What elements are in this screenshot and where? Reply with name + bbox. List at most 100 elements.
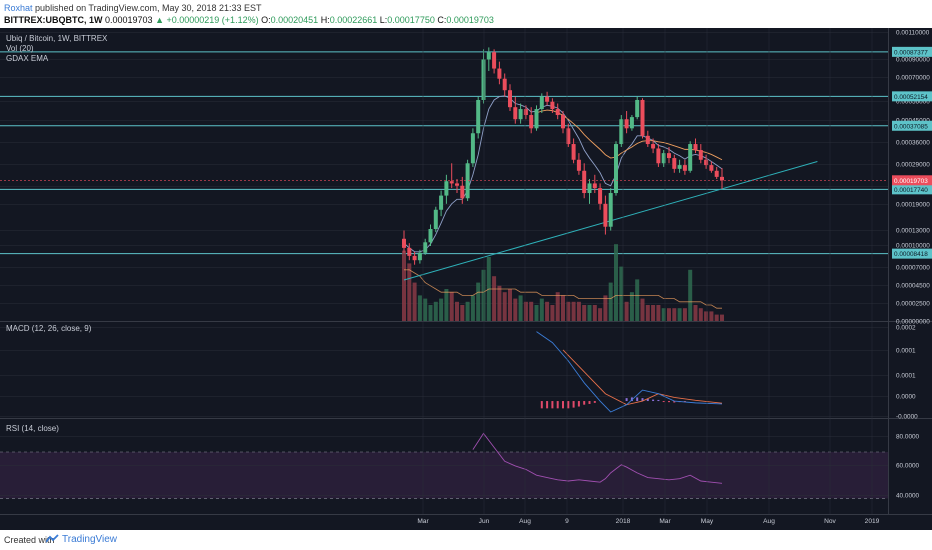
macd-tick-label: 0.0000 bbox=[896, 394, 916, 401]
candle-body[interactable] bbox=[561, 115, 565, 129]
candle-body[interactable] bbox=[449, 181, 454, 184]
candle-body[interactable] bbox=[545, 96, 550, 102]
candle-body[interactable] bbox=[555, 109, 560, 116]
candle-body[interactable] bbox=[693, 144, 698, 150]
candle-body[interactable] bbox=[513, 107, 518, 120]
candle-body[interactable] bbox=[486, 52, 491, 60]
candle-body[interactable] bbox=[571, 144, 576, 160]
candle-body[interactable] bbox=[640, 99, 645, 136]
time-tick-label: Mar bbox=[417, 518, 429, 525]
volume-bar bbox=[576, 301, 581, 321]
candle-body[interactable] bbox=[476, 99, 481, 134]
candle-body[interactable] bbox=[688, 144, 693, 171]
volume-bar bbox=[523, 301, 528, 321]
candle-body[interactable] bbox=[460, 185, 465, 199]
candle-body[interactable] bbox=[481, 59, 486, 100]
candle-body[interactable] bbox=[614, 144, 618, 194]
macd-label[interactable]: MACD (12, 26, close, 9) bbox=[6, 324, 92, 333]
macd-histogram-bar bbox=[668, 401, 670, 403]
price-tick-label: 0.00090000 bbox=[896, 57, 930, 64]
volume-bar bbox=[539, 298, 544, 321]
candle-body[interactable] bbox=[645, 135, 650, 145]
author-link[interactable]: Roxhat bbox=[4, 3, 33, 13]
macd-histogram-bar bbox=[673, 401, 676, 403]
candle-body[interactable] bbox=[720, 176, 724, 181]
candle-body[interactable] bbox=[672, 158, 677, 169]
volume-bar bbox=[635, 279, 640, 321]
macd-histogram-bar bbox=[646, 398, 649, 402]
candle-body[interactable] bbox=[439, 195, 444, 210]
candle-body[interactable] bbox=[523, 109, 528, 116]
candle-body[interactable] bbox=[402, 238, 406, 248]
candle-body[interactable] bbox=[624, 119, 629, 129]
candle-body[interactable] bbox=[667, 153, 671, 159]
candle-body[interactable] bbox=[518, 109, 523, 120]
candle-body[interactable] bbox=[698, 149, 703, 160]
time-tick-label: 9 bbox=[565, 518, 569, 525]
volume-bar bbox=[656, 305, 661, 321]
candle-body[interactable] bbox=[576, 159, 581, 171]
candle-body[interactable] bbox=[598, 188, 603, 204]
volume-bar bbox=[412, 282, 417, 321]
tradingview-brand[interactable]: TradingView bbox=[62, 534, 118, 545]
candle-body[interactable] bbox=[651, 144, 656, 149]
candle-body[interactable] bbox=[709, 165, 714, 171]
candle-body[interactable] bbox=[656, 148, 661, 164]
tradingview-logo-icon bbox=[46, 534, 59, 543]
vol-label[interactable]: Vol (20) bbox=[6, 44, 34, 53]
candle-body[interactable] bbox=[629, 117, 634, 129]
candle-body[interactable] bbox=[608, 193, 613, 227]
publish-text: published on TradingView.com, May 30, 20… bbox=[35, 3, 262, 13]
candle-body[interactable] bbox=[714, 170, 719, 177]
candle-body[interactable] bbox=[423, 242, 428, 253]
candle-body[interactable] bbox=[603, 203, 608, 227]
candle-body[interactable] bbox=[661, 153, 666, 164]
candle-body[interactable] bbox=[534, 109, 539, 129]
rsi-label[interactable]: RSI (14, close) bbox=[6, 424, 59, 433]
candle-body[interactable] bbox=[635, 99, 640, 118]
candle-body[interactable] bbox=[566, 128, 571, 145]
candle-body[interactable] bbox=[492, 52, 497, 69]
chart-canvas[interactable]: 0.00110000 0.00090000 0.00070000 0.00056000… bbox=[0, 28, 932, 530]
volume-bar bbox=[433, 301, 438, 321]
volume-ma-line bbox=[404, 269, 722, 309]
candle-body[interactable] bbox=[444, 181, 449, 196]
candle-body[interactable] bbox=[704, 159, 709, 166]
candle-body[interactable] bbox=[529, 115, 534, 129]
candle-body[interactable] bbox=[412, 255, 417, 261]
candle-body[interactable] bbox=[465, 163, 470, 199]
candle-body[interactable] bbox=[592, 183, 597, 189]
volume-bar bbox=[407, 263, 412, 321]
candle-body[interactable] bbox=[407, 247, 412, 256]
volume-bar bbox=[598, 308, 603, 321]
candle-body[interactable] bbox=[508, 90, 512, 108]
ema-label[interactable]: GDAX EMA bbox=[6, 54, 49, 63]
candle-body[interactable] bbox=[677, 165, 682, 169]
candle-body[interactable] bbox=[502, 78, 507, 91]
volume-bar bbox=[402, 250, 406, 321]
volume-bar bbox=[481, 269, 486, 321]
level-price-label: 0.00037085 bbox=[894, 123, 928, 130]
chart-area[interactable] bbox=[0, 28, 932, 530]
price-change: ▲ +0.00000219 (+1.12%) bbox=[155, 15, 259, 25]
candle-body[interactable] bbox=[682, 165, 687, 171]
candle-body[interactable] bbox=[455, 183, 459, 186]
candle-body[interactable] bbox=[470, 133, 475, 164]
time-tick-label: 2018 bbox=[616, 518, 631, 525]
candle-body[interactable] bbox=[587, 183, 592, 194]
candle-body[interactable] bbox=[497, 68, 502, 79]
header: Roxhat published on TradingView.com, May… bbox=[0, 0, 932, 28]
level-price-badge bbox=[892, 46, 932, 57]
candle-body[interactable] bbox=[433, 209, 438, 230]
macd-histogram-bar bbox=[556, 401, 559, 409]
candle-body[interactable] bbox=[582, 170, 587, 194]
macd-histogram-bar bbox=[588, 401, 591, 404]
candle-body[interactable] bbox=[619, 119, 624, 145]
candle-body[interactable] bbox=[550, 101, 555, 110]
candle-body[interactable] bbox=[539, 96, 544, 110]
macd-tick-label: 0.0002 bbox=[896, 325, 916, 332]
candle-body[interactable] bbox=[428, 229, 433, 243]
time-tick-label: Mar bbox=[659, 518, 671, 525]
candle-body[interactable] bbox=[417, 252, 422, 261]
price-tick-label: 0.00029000 bbox=[896, 162, 930, 169]
